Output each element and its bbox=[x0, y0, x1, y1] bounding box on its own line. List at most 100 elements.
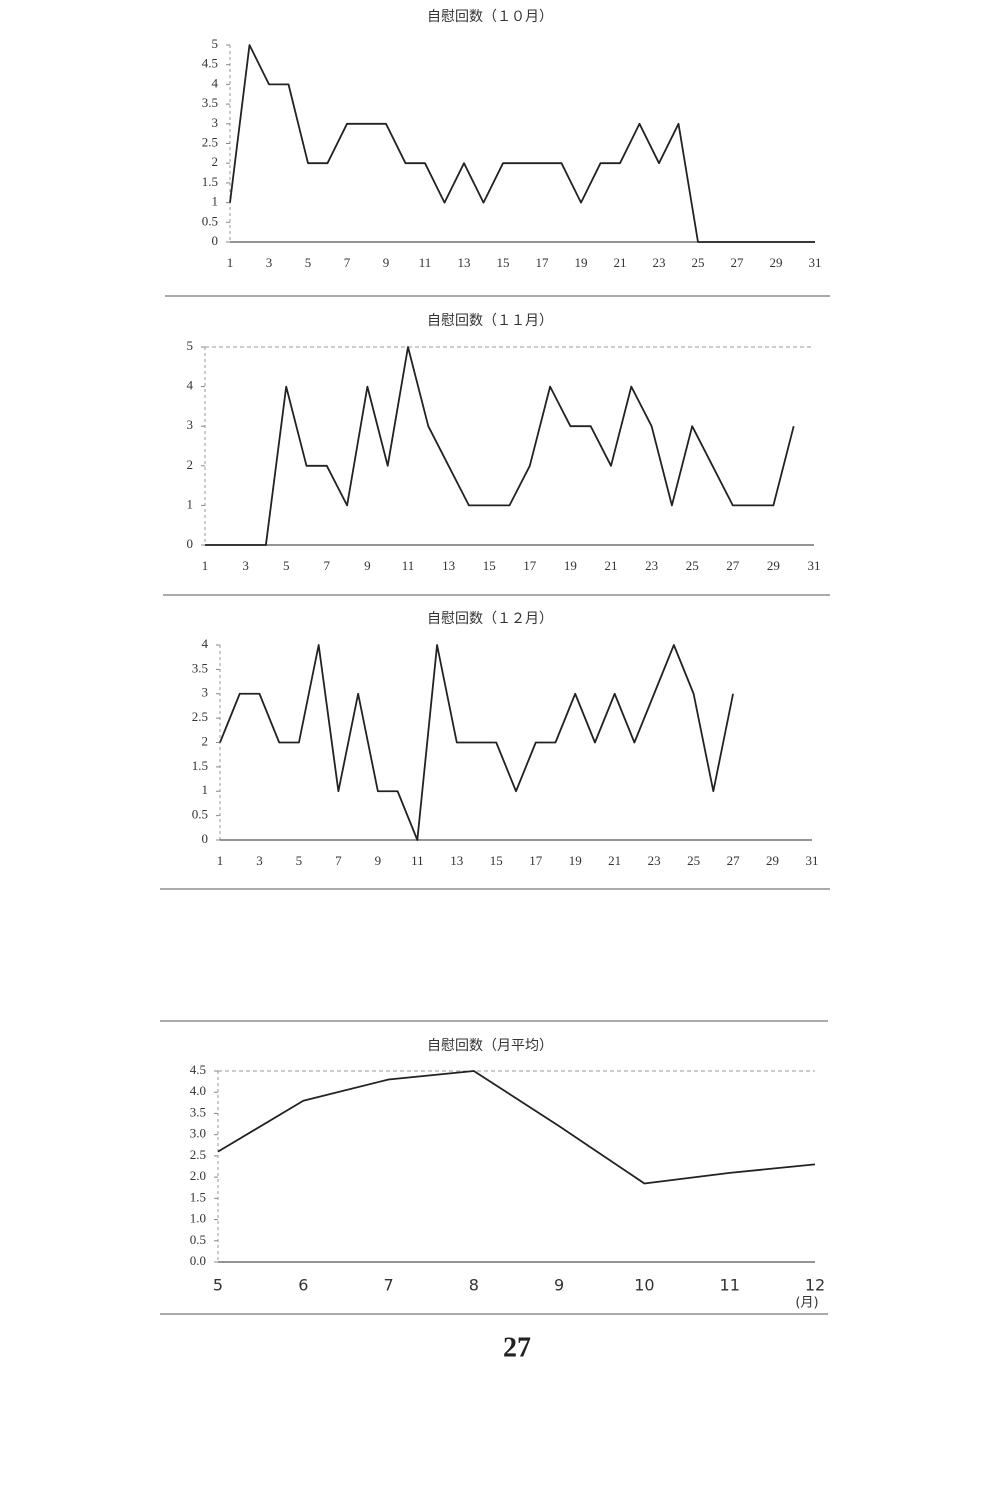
x-tick-label: 11 bbox=[419, 255, 432, 270]
x-tick-label: 31 bbox=[808, 558, 821, 573]
x-tick-label: 15 bbox=[497, 255, 510, 270]
x-tick-label: 5 bbox=[296, 853, 303, 868]
y-tick-label: 2 bbox=[212, 154, 219, 169]
y-tick-label: 1 bbox=[187, 496, 194, 511]
x-tick-label: 31 bbox=[806, 853, 819, 868]
x-tick-label: 17 bbox=[536, 255, 550, 270]
y-tick-label: 0 bbox=[212, 233, 219, 248]
x-tick-label: 12 bbox=[805, 1276, 825, 1295]
y-tick-label: 1.0 bbox=[190, 1211, 206, 1226]
data-line bbox=[229, 44, 815, 243]
y-tick-label: 2 bbox=[202, 733, 209, 748]
y-tick-label: 1.5 bbox=[202, 174, 218, 189]
x-tick-label: 7 bbox=[383, 1276, 393, 1295]
y-tick-label: 4.0 bbox=[190, 1083, 206, 1098]
x-tick-label: 19 bbox=[575, 255, 588, 270]
x-tick-label: 15 bbox=[490, 853, 503, 868]
x-tick-label: 3 bbox=[266, 255, 273, 270]
x-tick-label: 3 bbox=[256, 853, 263, 868]
y-tick-label: 0.5 bbox=[192, 807, 208, 822]
y-tick-label: 3 bbox=[187, 417, 194, 432]
y-tick-label: 4 bbox=[212, 75, 219, 90]
x-tick-label: 1 bbox=[227, 255, 234, 270]
x-tick-label: 9 bbox=[375, 853, 382, 868]
x-tick-label: 27 bbox=[731, 255, 745, 270]
data-line bbox=[217, 1070, 816, 1185]
x-tick-label: 25 bbox=[692, 255, 705, 270]
data-line bbox=[205, 346, 795, 546]
x-tick-label: 9 bbox=[383, 255, 390, 270]
x-tick-label: 13 bbox=[442, 558, 455, 573]
y-tick-label: 1 bbox=[212, 194, 219, 209]
x-tick-label: 25 bbox=[687, 853, 700, 868]
y-tick-label: 0 bbox=[202, 831, 209, 846]
x-tick-label: 1 bbox=[217, 853, 224, 868]
y-tick-label: 2.0 bbox=[190, 1168, 206, 1183]
y-tick-label: 0.0 bbox=[190, 1253, 206, 1268]
x-tick-label: 21 bbox=[614, 255, 627, 270]
y-tick-label: 1.5 bbox=[190, 1189, 206, 1204]
x-tick-label: 27 bbox=[727, 853, 741, 868]
y-tick-label: 4 bbox=[187, 378, 194, 393]
x-tick-label: 27 bbox=[726, 558, 740, 573]
x-tick-label: 15 bbox=[483, 558, 496, 573]
chart-title: 自慰回数（１０月） bbox=[427, 8, 553, 25]
y-tick-label: 0.5 bbox=[190, 1232, 206, 1247]
y-tick-label: 3.5 bbox=[190, 1104, 206, 1119]
x-tick-label: 5 bbox=[283, 558, 290, 573]
y-tick-label: 3.5 bbox=[192, 660, 208, 675]
x-tick-label: 3 bbox=[242, 558, 249, 573]
x-tick-label: 13 bbox=[450, 853, 463, 868]
x-tick-label: 11 bbox=[411, 853, 424, 868]
x-tick-label: 23 bbox=[645, 558, 658, 573]
y-tick-label: 5 bbox=[187, 338, 194, 353]
x-tick-label: 11 bbox=[402, 558, 415, 573]
x-tick-label: 8 bbox=[469, 1276, 479, 1295]
x-tick-label: 17 bbox=[529, 853, 543, 868]
y-tick-label: 3 bbox=[212, 115, 219, 130]
chart-title: 自慰回数（１１月） bbox=[427, 312, 553, 329]
x-tick-label: 19 bbox=[564, 558, 577, 573]
x-tick-label: 23 bbox=[653, 255, 666, 270]
x-tick-label: 11 bbox=[720, 1276, 740, 1295]
x-tick-label: 10 bbox=[634, 1276, 654, 1295]
y-tick-label: 2.5 bbox=[202, 134, 218, 149]
x-tick-label: 29 bbox=[767, 558, 780, 573]
y-tick-label: 3 bbox=[202, 685, 209, 700]
y-tick-label: 2.5 bbox=[190, 1147, 206, 1162]
x-tick-label: 9 bbox=[554, 1276, 564, 1295]
x-tick-label: 31 bbox=[809, 255, 822, 270]
y-tick-label: 2.5 bbox=[192, 709, 208, 724]
x-tick-label: 6 bbox=[298, 1276, 308, 1295]
x-tick-label: 19 bbox=[569, 853, 582, 868]
chart-title: 自慰回数（月平均） bbox=[427, 1037, 553, 1054]
x-tick-label: 21 bbox=[605, 558, 618, 573]
x-tick-label: 5 bbox=[305, 255, 312, 270]
x-unit: (月) bbox=[795, 1296, 818, 1311]
x-tick-label: 1 bbox=[202, 558, 209, 573]
x-tick-label: 29 bbox=[770, 255, 783, 270]
x-tick-label: 25 bbox=[686, 558, 699, 573]
x-tick-label: 7 bbox=[344, 255, 351, 270]
y-tick-label: 1 bbox=[202, 782, 209, 797]
y-tick-label: 4.5 bbox=[202, 56, 218, 71]
x-tick-label: 7 bbox=[335, 853, 342, 868]
y-tick-label: 4 bbox=[202, 636, 209, 651]
x-tick-label: 21 bbox=[608, 853, 621, 868]
y-tick-label: 2 bbox=[187, 457, 194, 472]
y-tick-label: 0.5 bbox=[202, 213, 218, 228]
page-number: 27 bbox=[503, 1332, 531, 1363]
x-tick-label: 17 bbox=[523, 558, 537, 573]
x-tick-label: 9 bbox=[364, 558, 371, 573]
chart-title: 自慰回数（１２月） bbox=[427, 610, 553, 627]
x-tick-label: 5 bbox=[213, 1276, 223, 1295]
data-line bbox=[219, 644, 734, 841]
y-tick-label: 0 bbox=[187, 536, 194, 551]
y-tick-label: 3.0 bbox=[190, 1126, 206, 1141]
x-tick-label: 7 bbox=[324, 558, 331, 573]
x-tick-label: 13 bbox=[458, 255, 471, 270]
x-tick-label: 23 bbox=[648, 853, 661, 868]
y-tick-label: 5 bbox=[212, 36, 219, 51]
y-tick-label: 3.5 bbox=[202, 95, 218, 110]
